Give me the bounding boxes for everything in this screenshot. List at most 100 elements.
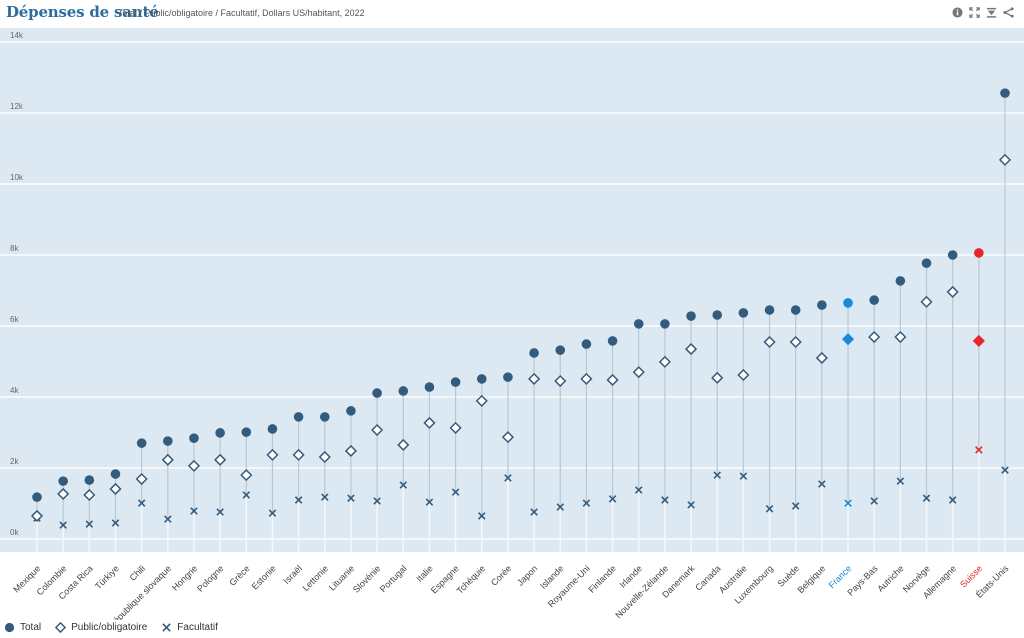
chart-subtitle: Total / Public/obligatoire / Facultatif,…	[118, 8, 365, 18]
total-point	[607, 336, 618, 346]
public-point	[83, 488, 96, 502]
public-point	[815, 351, 828, 365]
x-tick-label: Chili	[128, 563, 147, 582]
x-tick-label: Hongrie	[170, 563, 199, 592]
public-point	[554, 374, 567, 388]
total-point	[215, 428, 225, 438]
total-point	[1000, 88, 1010, 98]
total-point	[974, 248, 984, 258]
facultatif-point	[765, 505, 774, 513]
public-point	[57, 487, 70, 500]
x-tick-label: Pologne	[195, 563, 225, 593]
total-point	[241, 427, 252, 437]
public-point	[475, 394, 488, 407]
public-point	[528, 372, 541, 385]
facultatif-point	[111, 519, 120, 527]
public-point	[920, 295, 933, 308]
public-point	[841, 333, 855, 346]
total-point	[660, 319, 670, 329]
chart-header: Dépenses de santé Total / Public/obligat…	[0, 0, 1024, 28]
y-tick-label: 2k	[10, 457, 19, 466]
fullscreen-icon[interactable]	[968, 6, 980, 18]
public-point	[972, 334, 985, 347]
legend-item-total[interactable]: Total	[4, 622, 41, 633]
facultatif-point	[661, 496, 669, 504]
total-point	[686, 311, 696, 321]
total-point	[189, 433, 199, 443]
x-tick-label: Türkiye	[93, 563, 121, 591]
facultatif-point	[818, 480, 826, 488]
facultatif-point	[687, 501, 695, 509]
facultatif-point	[347, 494, 355, 502]
x-tick-label: Portugal	[378, 563, 409, 594]
total-point	[738, 308, 749, 318]
x-tick-label: Slovénie	[351, 563, 382, 594]
legend: Total Public/obligatoire Facultatif	[4, 622, 218, 633]
x-tick-label: Tchéquie	[455, 563, 488, 596]
total-point	[136, 438, 147, 448]
total-point	[84, 475, 95, 485]
public-point	[109, 482, 122, 496]
public-point	[30, 509, 44, 522]
facultatif-point	[59, 521, 67, 529]
facultatif-point	[85, 520, 94, 528]
facultatif-point	[844, 499, 852, 507]
public-point	[868, 330, 881, 344]
stems	[36, 93, 1006, 552]
total-point	[319, 412, 330, 422]
total-point	[947, 250, 958, 260]
total-point	[764, 305, 775, 315]
legend-item-facultatif[interactable]: Facultatif	[161, 622, 218, 633]
y-tick-label: 0k	[10, 528, 19, 537]
x-tick-label: Belgique	[795, 563, 827, 595]
facultatif-point	[608, 495, 617, 503]
public-point	[318, 450, 331, 464]
public-point	[894, 330, 907, 344]
total-point	[895, 276, 906, 286]
facultatif-point	[268, 509, 277, 517]
facultatif-point	[739, 472, 748, 480]
facultatif-point	[294, 496, 303, 504]
total-point	[32, 492, 42, 502]
total-point	[346, 406, 356, 416]
toolbar	[951, 6, 1014, 18]
total-point	[293, 412, 304, 422]
facultatif-point	[713, 471, 721, 479]
total-point	[398, 386, 409, 396]
public-point	[292, 448, 305, 461]
cross-marker-icon	[162, 623, 172, 632]
public-point	[371, 423, 384, 437]
facultatif-point	[791, 502, 800, 510]
public-point	[501, 431, 514, 444]
total-point	[712, 310, 723, 320]
total-point	[476, 374, 487, 384]
facultatif-point	[425, 498, 434, 506]
legend-label: Public/obligatoire	[71, 622, 148, 633]
facultatif-point	[373, 497, 381, 505]
gridlines	[0, 41, 1024, 540]
y-tick-label: 6k	[10, 315, 19, 324]
public-point	[135, 472, 148, 486]
legend-label: Total	[20, 622, 42, 633]
public-point	[684, 343, 698, 356]
public-point	[946, 285, 959, 298]
x-tick-label: Lettonie	[300, 563, 330, 593]
public-point	[266, 448, 279, 461]
public-point	[240, 469, 253, 482]
facultatif-point	[399, 481, 408, 489]
download-icon[interactable]	[985, 6, 997, 18]
legend-item-public[interactable]: Public/obligatoire	[55, 622, 147, 633]
share-icon[interactable]	[1002, 6, 1014, 18]
public-point	[763, 335, 776, 349]
x-tick-label: Japon	[515, 563, 539, 587]
facultatif-point	[530, 508, 538, 516]
info-icon[interactable]	[951, 6, 963, 18]
public-point	[214, 453, 227, 466]
facultatif-point	[556, 503, 565, 511]
total-point	[424, 382, 435, 392]
plot-background	[0, 28, 1024, 552]
y-tick-label: 4k	[10, 386, 19, 395]
y-tick-label: 8k	[10, 244, 19, 253]
public-point	[580, 372, 593, 385]
